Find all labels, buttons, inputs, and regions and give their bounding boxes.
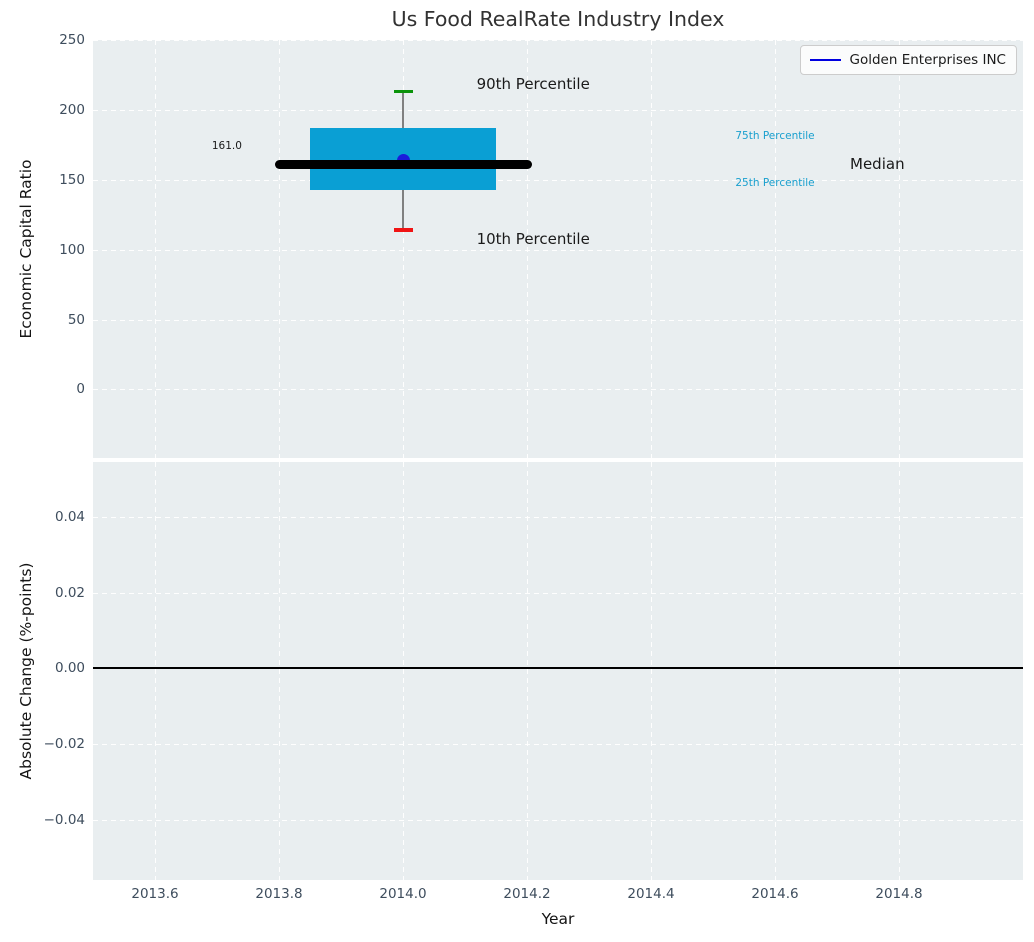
median-line — [274, 159, 532, 169]
vertical-gridline — [527, 462, 528, 880]
horizontal-gridline — [93, 109, 1023, 111]
x-tick-label: 2014.0 — [379, 886, 427, 902]
y-axis-label-absolute-change: Absolute Change (%-points) — [17, 562, 35, 780]
y-tick-label: 250 — [59, 32, 85, 48]
y-tick-label: 0 — [76, 381, 85, 398]
x-tick-label: 2014.2 — [503, 886, 551, 902]
horizontal-gridline — [93, 389, 1023, 391]
y-tick-label: −0.04 — [43, 811, 85, 828]
vertical-gridline — [899, 40, 900, 458]
horizontal-gridline — [93, 179, 1023, 181]
vertical-gridline — [279, 40, 280, 458]
y-tick-label: 0.00 — [54, 660, 85, 677]
legend-line-swatch — [809, 58, 841, 62]
vertical-gridline — [775, 40, 776, 458]
vertical-gridline — [155, 462, 156, 880]
90th-percentile-cap — [393, 89, 413, 94]
y-tick-label: 200 — [59, 101, 85, 118]
horizontal-gridline — [93, 249, 1023, 251]
legend-label: Golden Enterprises INC — [849, 52, 1006, 68]
vertical-gridline — [899, 462, 900, 880]
top-axes-plot-area: Golden Enterprises INC 90th Percentile 10… — [93, 40, 1023, 458]
y-axis-label-economic-capital-ratio: Economic Capital Ratio — [17, 159, 35, 339]
bottom-axes-plot-area — [93, 462, 1023, 880]
x-tick-label: 2013.6 — [131, 886, 179, 902]
x-axis-label-year: Year — [541, 910, 575, 928]
annotation-25th-percentile: 25th Percentile — [735, 177, 815, 190]
legend: Golden Enterprises INC — [799, 45, 1017, 75]
vertical-gridline — [651, 462, 652, 880]
y-tick-label: 100 — [59, 241, 85, 258]
vertical-gridline — [651, 40, 652, 458]
horizontal-gridline — [93, 743, 1023, 745]
annotation-10th-percentile: 10th Percentile — [476, 230, 590, 249]
y-tick-label: 0.02 — [54, 584, 85, 601]
x-tick-label: 2014.6 — [751, 886, 799, 902]
horizontal-gridline — [93, 319, 1023, 321]
horizontal-gridline — [93, 517, 1023, 519]
horizontal-gridline — [93, 592, 1023, 594]
annotation-90th-percentile: 90th Percentile — [476, 75, 590, 94]
y-tick-label: 150 — [59, 171, 85, 188]
y-tick-label: −0.02 — [43, 735, 85, 752]
annotation-median: Median — [850, 155, 905, 174]
annotation-75th-percentile: 75th Percentile — [735, 129, 815, 142]
annotation-161-0: 161.0 — [211, 139, 242, 152]
vertical-gridline — [775, 462, 776, 880]
vertical-gridline — [279, 462, 280, 880]
vertical-gridline — [155, 40, 156, 458]
x-tick-label: 2013.8 — [255, 886, 303, 902]
y-tick-label: 50 — [67, 311, 85, 328]
vertical-gridline — [403, 40, 404, 458]
y-tick-label: 0.04 — [54, 509, 85, 526]
horizontal-gridline — [93, 40, 1023, 41]
10th-percentile-cap — [393, 228, 413, 232]
vertical-gridline — [527, 40, 528, 458]
zero-line — [93, 667, 1023, 670]
vertical-gridline — [403, 462, 404, 880]
horizontal-gridline — [93, 819, 1023, 821]
x-tick-label: 2014.4 — [627, 886, 675, 902]
x-tick-label: 2014.8 — [875, 886, 923, 902]
chart-title: Us Food RealRate Industry Index — [391, 7, 725, 31]
